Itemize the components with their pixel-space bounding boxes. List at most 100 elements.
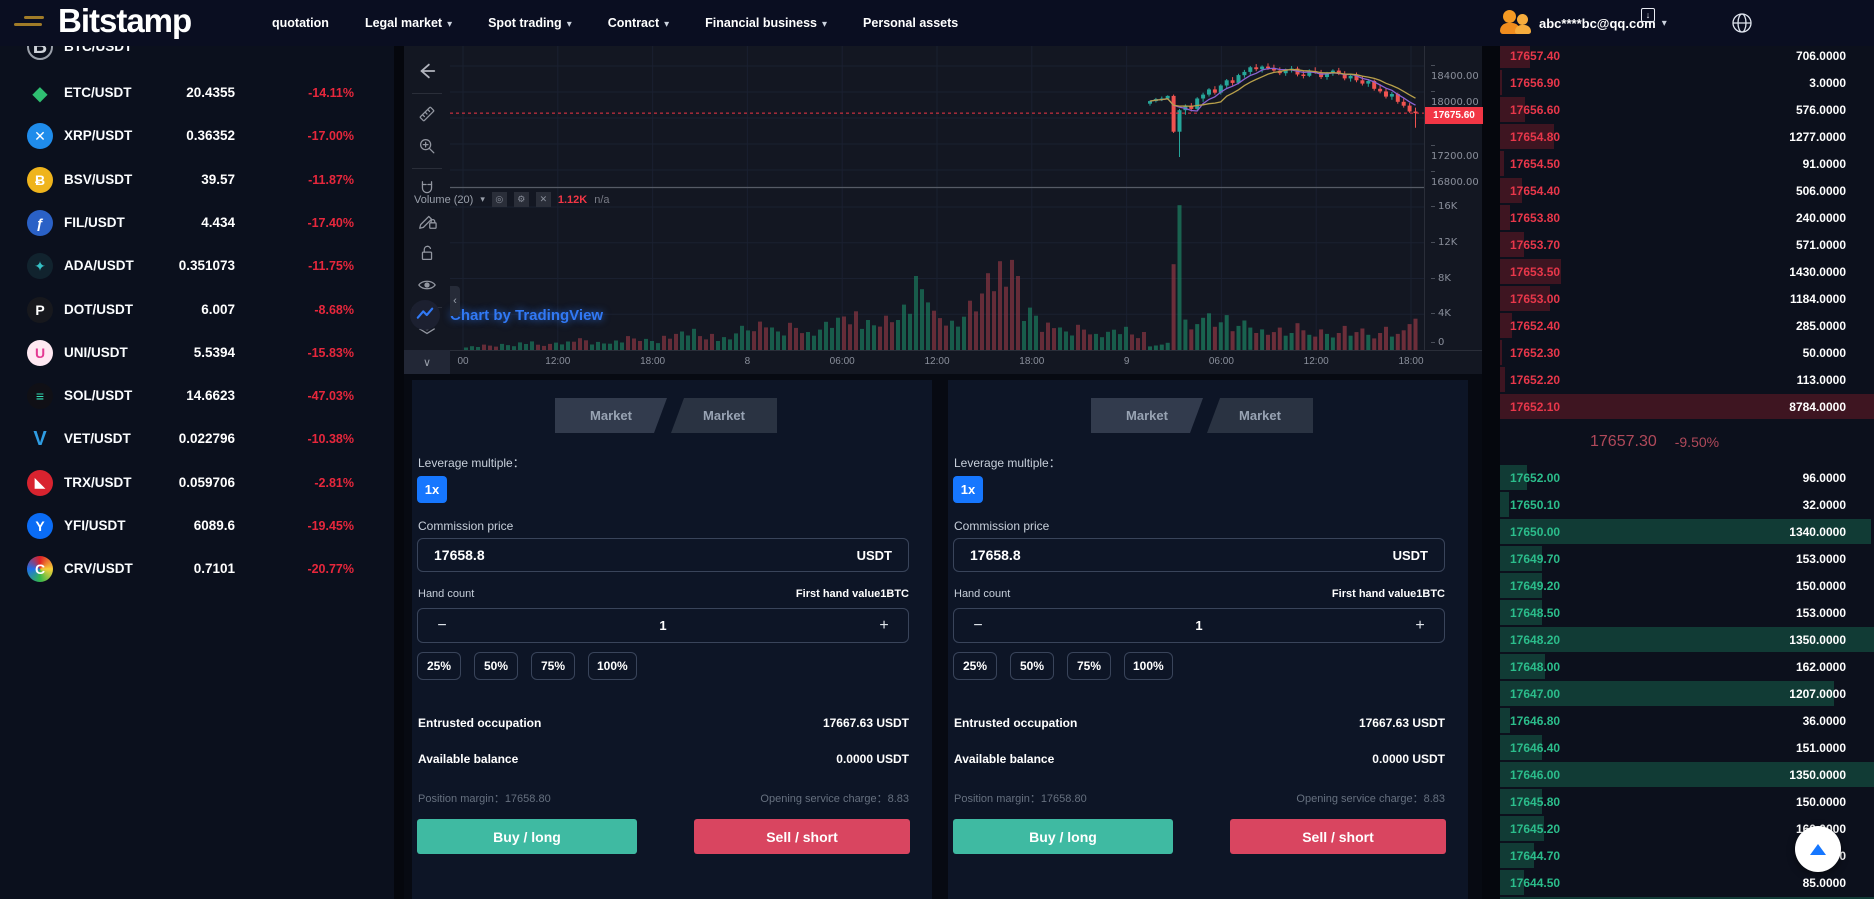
percent-25-button[interactable]: 25%: [953, 652, 997, 680]
download-icon[interactable]: ↓: [1641, 8, 1655, 22]
measure-ruler-button[interactable]: [412, 99, 442, 129]
bid-row[interactable]: 17644.50 85.0000: [1500, 869, 1874, 896]
toolbar-collapse-button[interactable]: ∨: [404, 350, 450, 374]
tradingview-link[interactable]: Chart by TradingView: [410, 300, 603, 330]
market-pair-row[interactable]: ◆ ETC/USDT 20.4355 -14.11%: [0, 72, 394, 115]
bid-row[interactable]: [1500, 896, 1874, 899]
magnet-button[interactable]: [412, 174, 442, 204]
buy-long-button[interactable]: Buy / long: [417, 819, 637, 854]
market-pair-row[interactable]: ◣ TRX/USDT 0.059706 -2.81%: [0, 462, 394, 505]
quantity-stepper[interactable]: − 1 +: [953, 608, 1445, 643]
quantity-stepper[interactable]: − 1 +: [417, 608, 909, 643]
bid-row[interactable]: 17652.00 96.0000: [1500, 464, 1874, 491]
market-pair-row[interactable]: Ƀ BSV/USDT 39.57 -11.87%: [0, 159, 394, 202]
commission-price-input[interactable]: 17658.8 USDT: [953, 538, 1445, 572]
time-axis[interactable]: 00 12:00 18:00 8 06:00 12:00 18:00 9 06:00 12:00 1…: [450, 350, 1482, 374]
market-pair-row[interactable]: ✦ ADA/USDT 0.351073 -11.75%: [0, 245, 394, 288]
nav-item-quotation[interactable]: quotation: [272, 16, 329, 30]
market-pair-row[interactable]: P DOT/USDT 6.007 -8.68%: [0, 289, 394, 332]
bid-row[interactable]: 17648.50 153.0000: [1500, 599, 1874, 626]
user-account-menu[interactable]: abc****bc@qq.com ▾: [1500, 0, 1667, 46]
ask-row[interactable]: 17653.00 1184.0000: [1500, 285, 1874, 312]
price-axis[interactable]: 17675.60 18400.00 18000.00 17200.00 16800.0…: [1424, 46, 1483, 350]
decrease-button[interactable]: −: [437, 616, 447, 634]
bid-row[interactable]: 17649.20 150.0000: [1500, 572, 1874, 599]
menu-icon[interactable]: [14, 16, 48, 32]
market-pair-row[interactable]: ƒ FIL/USDT 4.434 -17.40%: [0, 202, 394, 245]
zoom-in-button[interactable]: [412, 131, 442, 161]
ask-row[interactable]: 17652.20 113.0000: [1500, 366, 1874, 393]
order-type-tab[interactable]: Market: [1207, 398, 1313, 433]
sell-short-button[interactable]: Sell / short: [694, 819, 910, 854]
chevron-down-icon[interactable]: ▾: [480, 194, 485, 204]
percent-75-button[interactable]: 75%: [531, 652, 575, 680]
bid-row[interactable]: 17645.80 150.0000: [1500, 788, 1874, 815]
nav-item-legal-market[interactable]: Legal market ▾: [364, 16, 453, 30]
drawing-lock-button[interactable]: [412, 206, 442, 236]
bid-row[interactable]: 17650.00 1340.0000: [1500, 518, 1874, 545]
ask-row[interactable]: 17653.50 1430.0000: [1500, 258, 1874, 285]
logo[interactable]: Bitstamp: [58, 2, 192, 39]
buy-long-button[interactable]: Buy / long: [953, 819, 1173, 854]
order-type-tab[interactable]: Market: [555, 398, 667, 433]
back-arrow-button[interactable]: [412, 56, 442, 86]
visibility-eye-button[interactable]: [412, 270, 442, 300]
market-pair-row[interactable]: V VET/USDT 0.022796 -10.38%: [0, 418, 394, 461]
bid-row[interactable]: 17647.00 1207.0000: [1500, 680, 1874, 707]
market-pair-row[interactable]: U UNI/USDT 5.5394 -15.83%: [0, 332, 394, 375]
percent-100-button[interactable]: 100%: [588, 652, 637, 680]
commission-price-input[interactable]: 17658.8 USDT: [417, 538, 909, 572]
ask-row[interactable]: 17653.80 240.0000: [1500, 204, 1874, 231]
nav-item-contract[interactable]: Contract ▾: [607, 16, 670, 30]
ask-row[interactable]: 17654.50 91.0000: [1500, 150, 1874, 177]
entrusted-occupation-label: Entrusted occupation: [418, 716, 542, 730]
language-globe-icon[interactable]: [1731, 12, 1753, 34]
commission-price-label: Commission price: [418, 519, 514, 533]
increase-button[interactable]: +: [1415, 616, 1425, 634]
volume-visibility-button[interactable]: ◎: [491, 192, 507, 207]
leverage-button[interactable]: 1x: [417, 476, 447, 503]
bid-row[interactable]: 17646.80 36.0000: [1500, 707, 1874, 734]
chart-plot[interactable]: [450, 46, 1424, 350]
percent-100-button[interactable]: 100%: [1124, 652, 1173, 680]
market-pair-row[interactable]: ✕ XRP/USDT 0.36352 -17.00%: [0, 115, 394, 158]
percent-25-button[interactable]: 25%: [417, 652, 461, 680]
ask-row[interactable]: 17656.60 576.0000: [1500, 96, 1874, 123]
scroll-top-button[interactable]: [1795, 826, 1841, 872]
percent-75-button[interactable]: 75%: [1067, 652, 1111, 680]
increase-button[interactable]: +: [879, 616, 889, 634]
bid-row[interactable]: 17648.20 1350.0000: [1500, 626, 1874, 653]
ask-row[interactable]: 17652.40 285.0000: [1500, 312, 1874, 339]
ask-row[interactable]: 17652.10 8784.0000: [1500, 393, 1874, 420]
ask-row[interactable]: 17652.30 50.0000: [1500, 339, 1874, 366]
percent-50-button[interactable]: 50%: [474, 652, 518, 680]
ask-row[interactable]: 17656.90 3.0000: [1500, 69, 1874, 96]
bid-row[interactable]: 17646.00 1350.0000: [1500, 761, 1874, 788]
nav-item-financial-business[interactable]: Financial business ▾: [705, 16, 828, 30]
ask-row[interactable]: 17654.80 1277.0000: [1500, 123, 1874, 150]
bid-row[interactable]: 17649.70 153.0000: [1500, 545, 1874, 572]
bid-row[interactable]: 17646.40 151.0000: [1500, 734, 1874, 761]
market-pair-row[interactable]: ≡ SOL/USDT 14.6623 -47.03%: [0, 375, 394, 418]
market-pair-row[interactable]: Y YFI/USDT 6089.6 -19.45%: [0, 505, 394, 548]
order-type-tab[interactable]: Market: [671, 398, 777, 433]
percent-50-button[interactable]: 50%: [1010, 652, 1054, 680]
ask-row[interactable]: 17654.40 506.0000: [1500, 177, 1874, 204]
pair-label: TRX/USDT: [64, 474, 132, 490]
nav-item-personal-assets[interactable]: Personal assets: [863, 16, 959, 30]
unlock-button[interactable]: [412, 238, 442, 268]
decrease-button[interactable]: −: [973, 616, 983, 634]
market-pair-row-partial[interactable]: B BTC/USDT: [0, 46, 394, 69]
market-pair-row[interactable]: C CRV/USDT 0.7101 -20.77%: [0, 548, 394, 591]
bid-row[interactable]: 17648.00 162.0000: [1500, 653, 1874, 680]
ask-row[interactable]: 17657.40 706.0000: [1500, 46, 1874, 69]
volume-remove-button[interactable]: ✕: [535, 192, 551, 207]
nav-item-spot-trading[interactable]: Spot trading ▾: [488, 16, 572, 30]
sell-short-button[interactable]: Sell / short: [1230, 819, 1446, 854]
panel-collapse-handle[interactable]: ‹: [450, 286, 460, 316]
leverage-button[interactable]: 1x: [953, 476, 983, 503]
ask-row[interactable]: 17653.70 571.0000: [1500, 231, 1874, 258]
order-type-tab[interactable]: Market: [1091, 398, 1203, 433]
bid-row[interactable]: 17650.10 32.0000: [1500, 491, 1874, 518]
volume-settings-button[interactable]: ⚙: [513, 192, 529, 207]
